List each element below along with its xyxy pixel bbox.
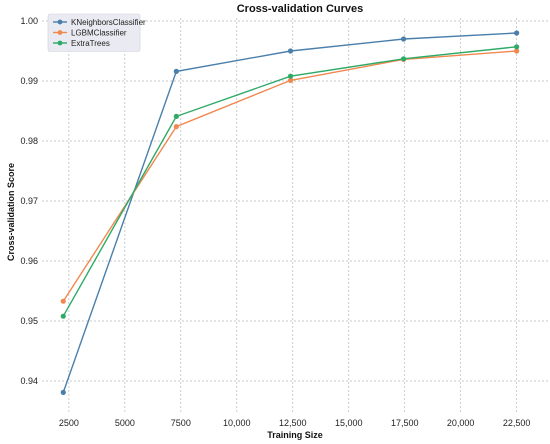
legend-marker — [57, 30, 63, 35]
y-tick-label: 0.94 — [20, 376, 38, 386]
data-point-extratrees — [400, 56, 407, 62]
legend-label: ExtraTrees — [71, 39, 110, 48]
x-axis-label: Training Size — [267, 430, 323, 440]
x-tick-label: 15,000 — [335, 418, 363, 428]
legend: KNeighborsClassifier LGBMClassifierExtraT… — [47, 13, 146, 52]
y-axis-label: Cross-validation Score — [6, 163, 16, 261]
data-point-extratrees — [287, 73, 294, 79]
series-group — [60, 30, 520, 395]
legend-label: LGBMClassifier — [71, 29, 127, 38]
x-tick-label: 5000 — [115, 418, 135, 428]
legend-marker — [57, 19, 63, 25]
grid-lines — [42, 18, 548, 414]
x-tick-label: 17,500 — [391, 418, 419, 428]
data-point-kneighborsclassifier — [60, 389, 66, 395]
data-point-kneighborsclassifier — [173, 68, 179, 74]
data-point-lgbmclassifier — [173, 124, 179, 130]
y-tick-label: 1.00 — [20, 16, 38, 26]
legend-label: KNeighborsClassifier — [71, 18, 146, 27]
x-tick-label: 10,000 — [223, 418, 251, 428]
x-tick-label: 20,000 — [447, 418, 475, 428]
data-point-lgbmclassifier — [60, 298, 66, 304]
x-tick-label: 7500 — [171, 418, 191, 428]
data-point-lgbmclassifier — [287, 77, 294, 83]
chart-title: Cross-validation Curves — [237, 3, 364, 15]
x-tick-label: 22,500 — [503, 418, 531, 428]
data-point-extratrees — [173, 113, 179, 119]
x-axis-ticks: 2500 5000 7500 10,000 12,500 15,000 17,500 20,0… — [59, 418, 531, 428]
series-line-lgbmclassifier — [62, 50, 517, 302]
data-point-kneighborsclassifier — [287, 48, 294, 54]
y-axis-ticks: 0.94 0.95 0.96 0.97 0.98 0.99 1.00 — [20, 16, 38, 386]
y-tick-label: 0.98 — [20, 136, 38, 146]
data-point-kneighborsclassifier — [514, 30, 520, 36]
series-line-extratrees — [62, 46, 517, 317]
y-tick-label: 0.97 — [20, 196, 38, 206]
legend-marker — [57, 40, 63, 46]
y-tick-label: 0.99 — [20, 76, 38, 86]
series-line-kneighborsclassifier — [62, 32, 517, 393]
data-point-extratrees — [514, 44, 520, 50]
data-point-kneighborsclassifier — [400, 36, 407, 42]
legend-box — [47, 13, 141, 52]
y-tick-label: 0.96 — [20, 256, 38, 266]
x-tick-label: 2500 — [59, 418, 79, 428]
x-tick-label: 12,500 — [279, 418, 307, 428]
data-point-lgbmclassifier — [514, 48, 520, 54]
y-tick-label: 0.95 — [20, 316, 38, 326]
data-point-extratrees — [60, 313, 66, 319]
